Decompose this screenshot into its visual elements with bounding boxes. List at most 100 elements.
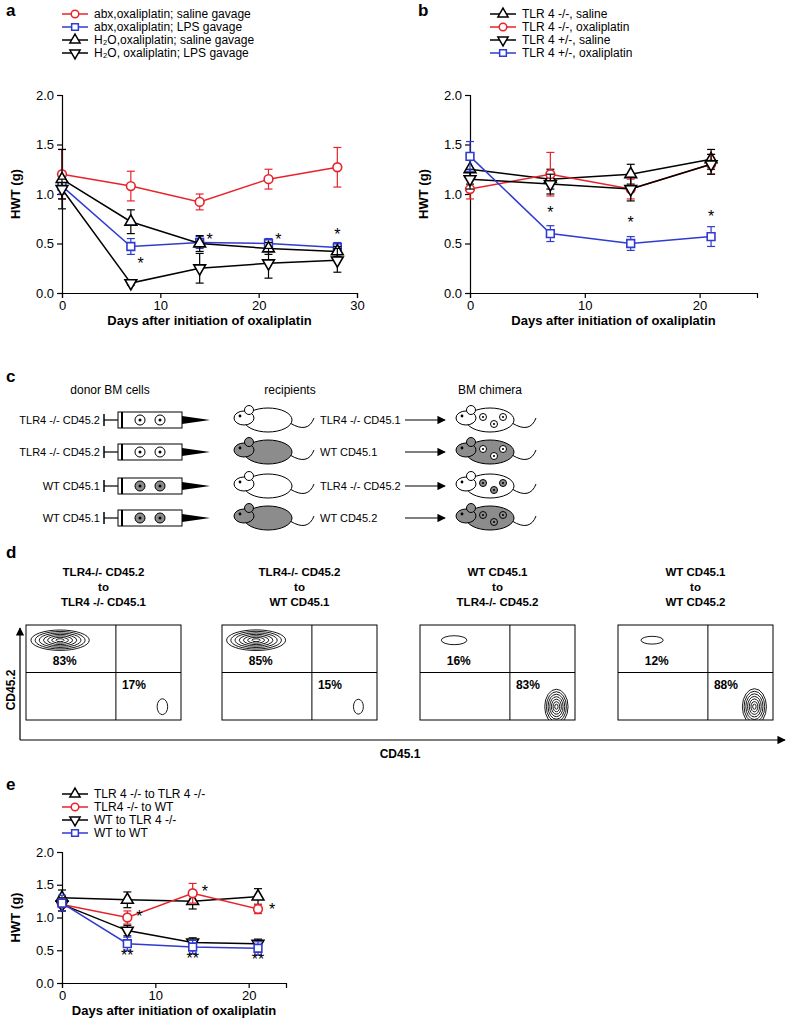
quadrant-label: 85% bbox=[249, 654, 273, 668]
quadrant-label: 12% bbox=[645, 654, 669, 668]
y-tick: 2.0 bbox=[444, 88, 470, 103]
panel-title: a bbox=[6, 1, 16, 20]
flow-plot-title: WT CD45.1 bbox=[467, 566, 528, 578]
arrow bbox=[405, 517, 445, 518]
contour-ring bbox=[550, 697, 563, 717]
error-bar-cap bbox=[58, 910, 66, 911]
donor-label: TLR4 -/- CD45.2 bbox=[19, 446, 100, 458]
mouse-ear bbox=[245, 406, 254, 415]
y-tick-mark bbox=[57, 852, 62, 853]
diagram-row: WT CD45.1WT CD45.2 bbox=[43, 504, 536, 531]
error-bar-cap bbox=[189, 883, 197, 884]
error-bar bbox=[546, 226, 554, 242]
error-bar-cap bbox=[265, 278, 273, 279]
chimera-mouse bbox=[456, 472, 536, 499]
diagram-header: recipients bbox=[264, 383, 315, 397]
legend-label: WT to TLR 4 -/- bbox=[94, 813, 176, 827]
legend-marker bbox=[72, 830, 79, 837]
error-bar-cap bbox=[265, 188, 273, 189]
series-line bbox=[62, 893, 258, 917]
plot-area bbox=[56, 883, 264, 954]
cell bbox=[155, 415, 165, 425]
series bbox=[56, 179, 343, 290]
y-axis-line bbox=[465, 96, 471, 294]
error-bar-cap bbox=[265, 248, 273, 249]
legend-marker bbox=[70, 788, 80, 797]
data-point bbox=[194, 237, 206, 247]
error-bar-cap bbox=[627, 236, 635, 237]
legend-entry: TLR 4 +/-, oxaliplatin bbox=[490, 46, 632, 60]
contour-ring bbox=[31, 630, 89, 650]
data-point bbox=[123, 913, 132, 922]
mouse-ear bbox=[245, 438, 254, 447]
data-point bbox=[707, 233, 715, 241]
mouse-eye bbox=[461, 447, 464, 450]
chimera-mouse bbox=[456, 438, 536, 465]
flow-plot-title: to bbox=[294, 581, 305, 593]
y-tick-label: 0.5 bbox=[36, 943, 54, 958]
contour-ring bbox=[56, 639, 64, 642]
error-bar-cap bbox=[189, 902, 197, 903]
data-point bbox=[126, 182, 135, 191]
figure: a01020300.00.51.01.52.0Days after initia… bbox=[0, 0, 800, 1021]
recipient-mouse bbox=[234, 406, 314, 433]
mouse-eye bbox=[461, 481, 464, 484]
arrow bbox=[405, 419, 445, 420]
error-bar-cap bbox=[127, 209, 135, 210]
cell bbox=[491, 421, 498, 428]
syringe-needle bbox=[182, 482, 210, 490]
annotation: * bbox=[202, 883, 208, 900]
syringe bbox=[104, 412, 210, 428]
flow-y-title: CD45.2 bbox=[4, 669, 18, 710]
data-point bbox=[127, 243, 135, 251]
contour-ring bbox=[548, 694, 565, 719]
annotation: * bbox=[136, 908, 142, 925]
legend-entry: H₂O,oxaliplatin; saline gavage bbox=[62, 33, 254, 47]
error-bar-cap bbox=[627, 200, 635, 201]
legend-label: TLR 4 -/-, saline bbox=[522, 7, 608, 21]
error-bar-cap bbox=[58, 895, 66, 896]
error-bar-cap bbox=[707, 246, 715, 247]
error-bar-cap bbox=[127, 238, 135, 239]
syringe-handle bbox=[103, 512, 105, 524]
error-bar bbox=[127, 239, 135, 255]
series bbox=[466, 142, 715, 251]
flow-plot-title: TLR4-/- CD45.2 bbox=[259, 566, 341, 578]
chart-panel: a01020300.00.51.01.52.0Days after initia… bbox=[6, 1, 365, 328]
y-tick-mark bbox=[57, 917, 62, 918]
quadrant-line bbox=[222, 672, 377, 673]
error-bar-cap bbox=[123, 923, 131, 924]
legend-label: TLR 4 -/- to TLR 4 -/- bbox=[94, 787, 205, 801]
error-bar-cap bbox=[466, 188, 474, 189]
y-tick-label: 2.0 bbox=[36, 845, 54, 860]
y-tick-label: 0.0 bbox=[444, 286, 462, 301]
data-point bbox=[627, 240, 635, 248]
legend-marker bbox=[70, 817, 80, 826]
y-tick: 0.0 bbox=[36, 976, 62, 991]
x-tick-label: 30 bbox=[350, 298, 364, 313]
syringe-plunger bbox=[104, 451, 118, 452]
legend-entry: WT to TLR 4 -/- bbox=[62, 813, 176, 827]
data-point bbox=[125, 280, 137, 290]
error-bar-cap bbox=[189, 940, 197, 941]
legend-label: TLR 4 +/-, saline bbox=[522, 33, 611, 47]
y-tick: 0.5 bbox=[36, 943, 62, 958]
y-tick-mark bbox=[57, 885, 62, 886]
contour-ring bbox=[239, 634, 273, 646]
error-bar bbox=[58, 895, 66, 911]
syringe-handle bbox=[103, 414, 105, 426]
quadrant-label: 88% bbox=[714, 678, 738, 692]
legend-marker bbox=[499, 23, 507, 31]
x-axis-title: Days after initiation of oxaliplatin bbox=[107, 313, 311, 328]
diagram-header: BM chimera bbox=[458, 383, 522, 397]
diagram-row: WT CD45.1TLR4 -/- CD45.2 bbox=[43, 472, 536, 499]
contour-ring bbox=[243, 636, 268, 645]
cell-nucleus bbox=[159, 419, 162, 422]
error-bar bbox=[58, 149, 66, 208]
data-point bbox=[705, 161, 717, 171]
y-tick-label: 2.0 bbox=[444, 88, 462, 103]
mouse-eye bbox=[239, 447, 242, 450]
plot-area bbox=[464, 142, 717, 251]
y-tick-mark bbox=[465, 95, 470, 96]
legend: abx,oxaliplatin; saline gavageabx,oxalip… bbox=[62, 7, 254, 60]
